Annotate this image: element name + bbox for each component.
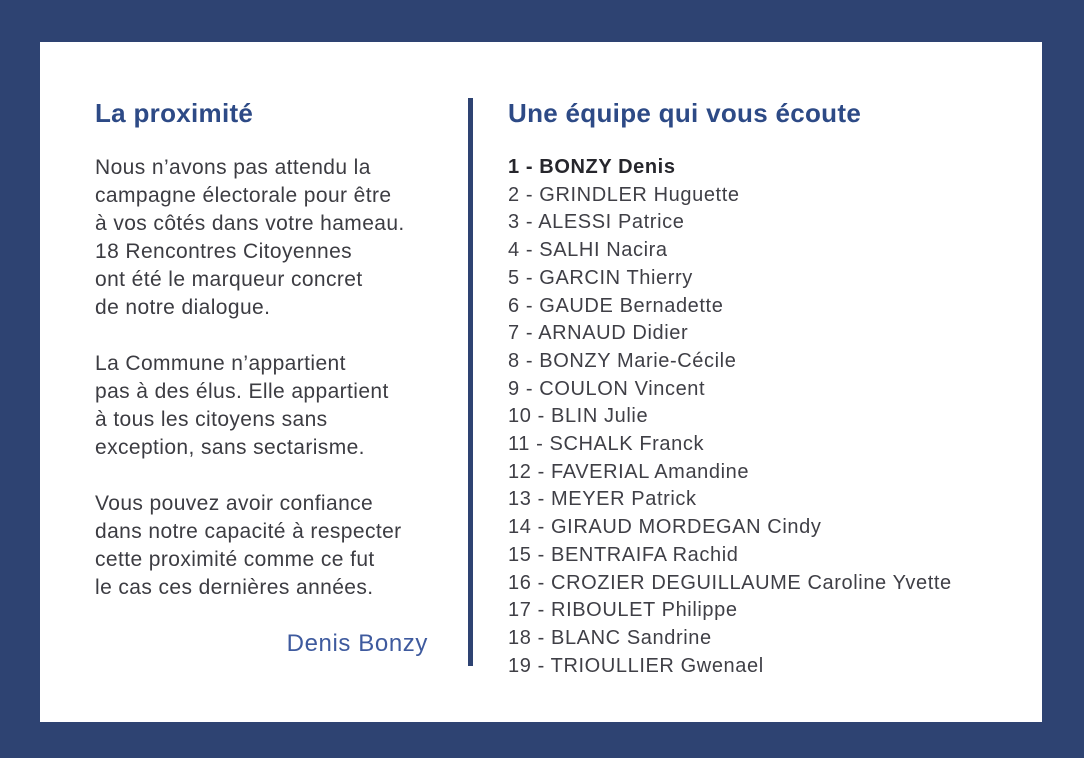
team-member-item: 9 - COULON Vincent <box>508 377 706 400</box>
signature: Denis Bonzy <box>286 630 428 657</box>
team-heading: Une équipe qui vous écoute <box>508 98 862 128</box>
proximity-paragraph-3: Vous pouvez avoir confiance dans notre c… <box>95 492 402 599</box>
column-divider <box>468 98 473 666</box>
team-member-item: 18 - BLANC Sandrine <box>508 626 712 649</box>
team-member-item: 8 - BONZY Marie-Cécile <box>508 349 737 372</box>
team-member-item: 6 - GAUDE Bernadette <box>508 294 724 317</box>
team-list: 1 - BONZY Denis 2 - GRINDLER Huguette 3 … <box>508 154 1042 680</box>
team-member-item: 3 - ALESSI Patrice <box>508 211 685 234</box>
team-member-item: 1 - BONZY Denis <box>508 156 676 178</box>
team-member-item: 14 - GIRAUD MORDEGAN Cindy <box>508 516 822 539</box>
team-member-item: 4 - SALHI Nacira <box>508 239 668 262</box>
team-column: Une équipe qui vous écoute 1 - BONZY Den… <box>473 98 1042 680</box>
team-member-item: 15 - BENTRAIFA Rachid <box>508 543 739 566</box>
flyer-card: La proximité Nous n’avons pas attendu la… <box>40 42 1042 722</box>
proximity-column: La proximité Nous n’avons pas attendu la… <box>95 98 468 658</box>
team-member-item: 7 - ARNAUD Didier <box>508 322 689 345</box>
team-member-item: 13 - MEYER Patrick <box>508 488 697 511</box>
proximity-paragraph-1: Nous n’avons pas attendu la campagne éle… <box>95 156 405 319</box>
proximity-heading: La proximité <box>95 98 254 128</box>
team-member-item: 19 - TRIOULLIER Gwenael <box>508 654 764 677</box>
proximity-paragraph-2: La Commune n’appartient pas à des élus. … <box>95 352 389 459</box>
team-member-item: 5 - GARCIN Thierry <box>508 266 693 289</box>
team-member-item: 2 - GRINDLER Huguette <box>508 183 740 206</box>
team-member-item: 11 - SCHALK Franck <box>508 433 705 456</box>
team-member-item: 16 - CROZIER DEGUILLAUME Caroline Yvette <box>508 571 952 594</box>
flyer-columns: La proximité Nous n’avons pas attendu la… <box>95 98 1042 680</box>
team-member-item: 17 - RIBOULET Philippe <box>508 599 738 622</box>
team-member-item: 10 - BLIN Julie <box>508 405 649 428</box>
team-member-item: 12 - FAVERIAL Amandine <box>508 460 750 483</box>
